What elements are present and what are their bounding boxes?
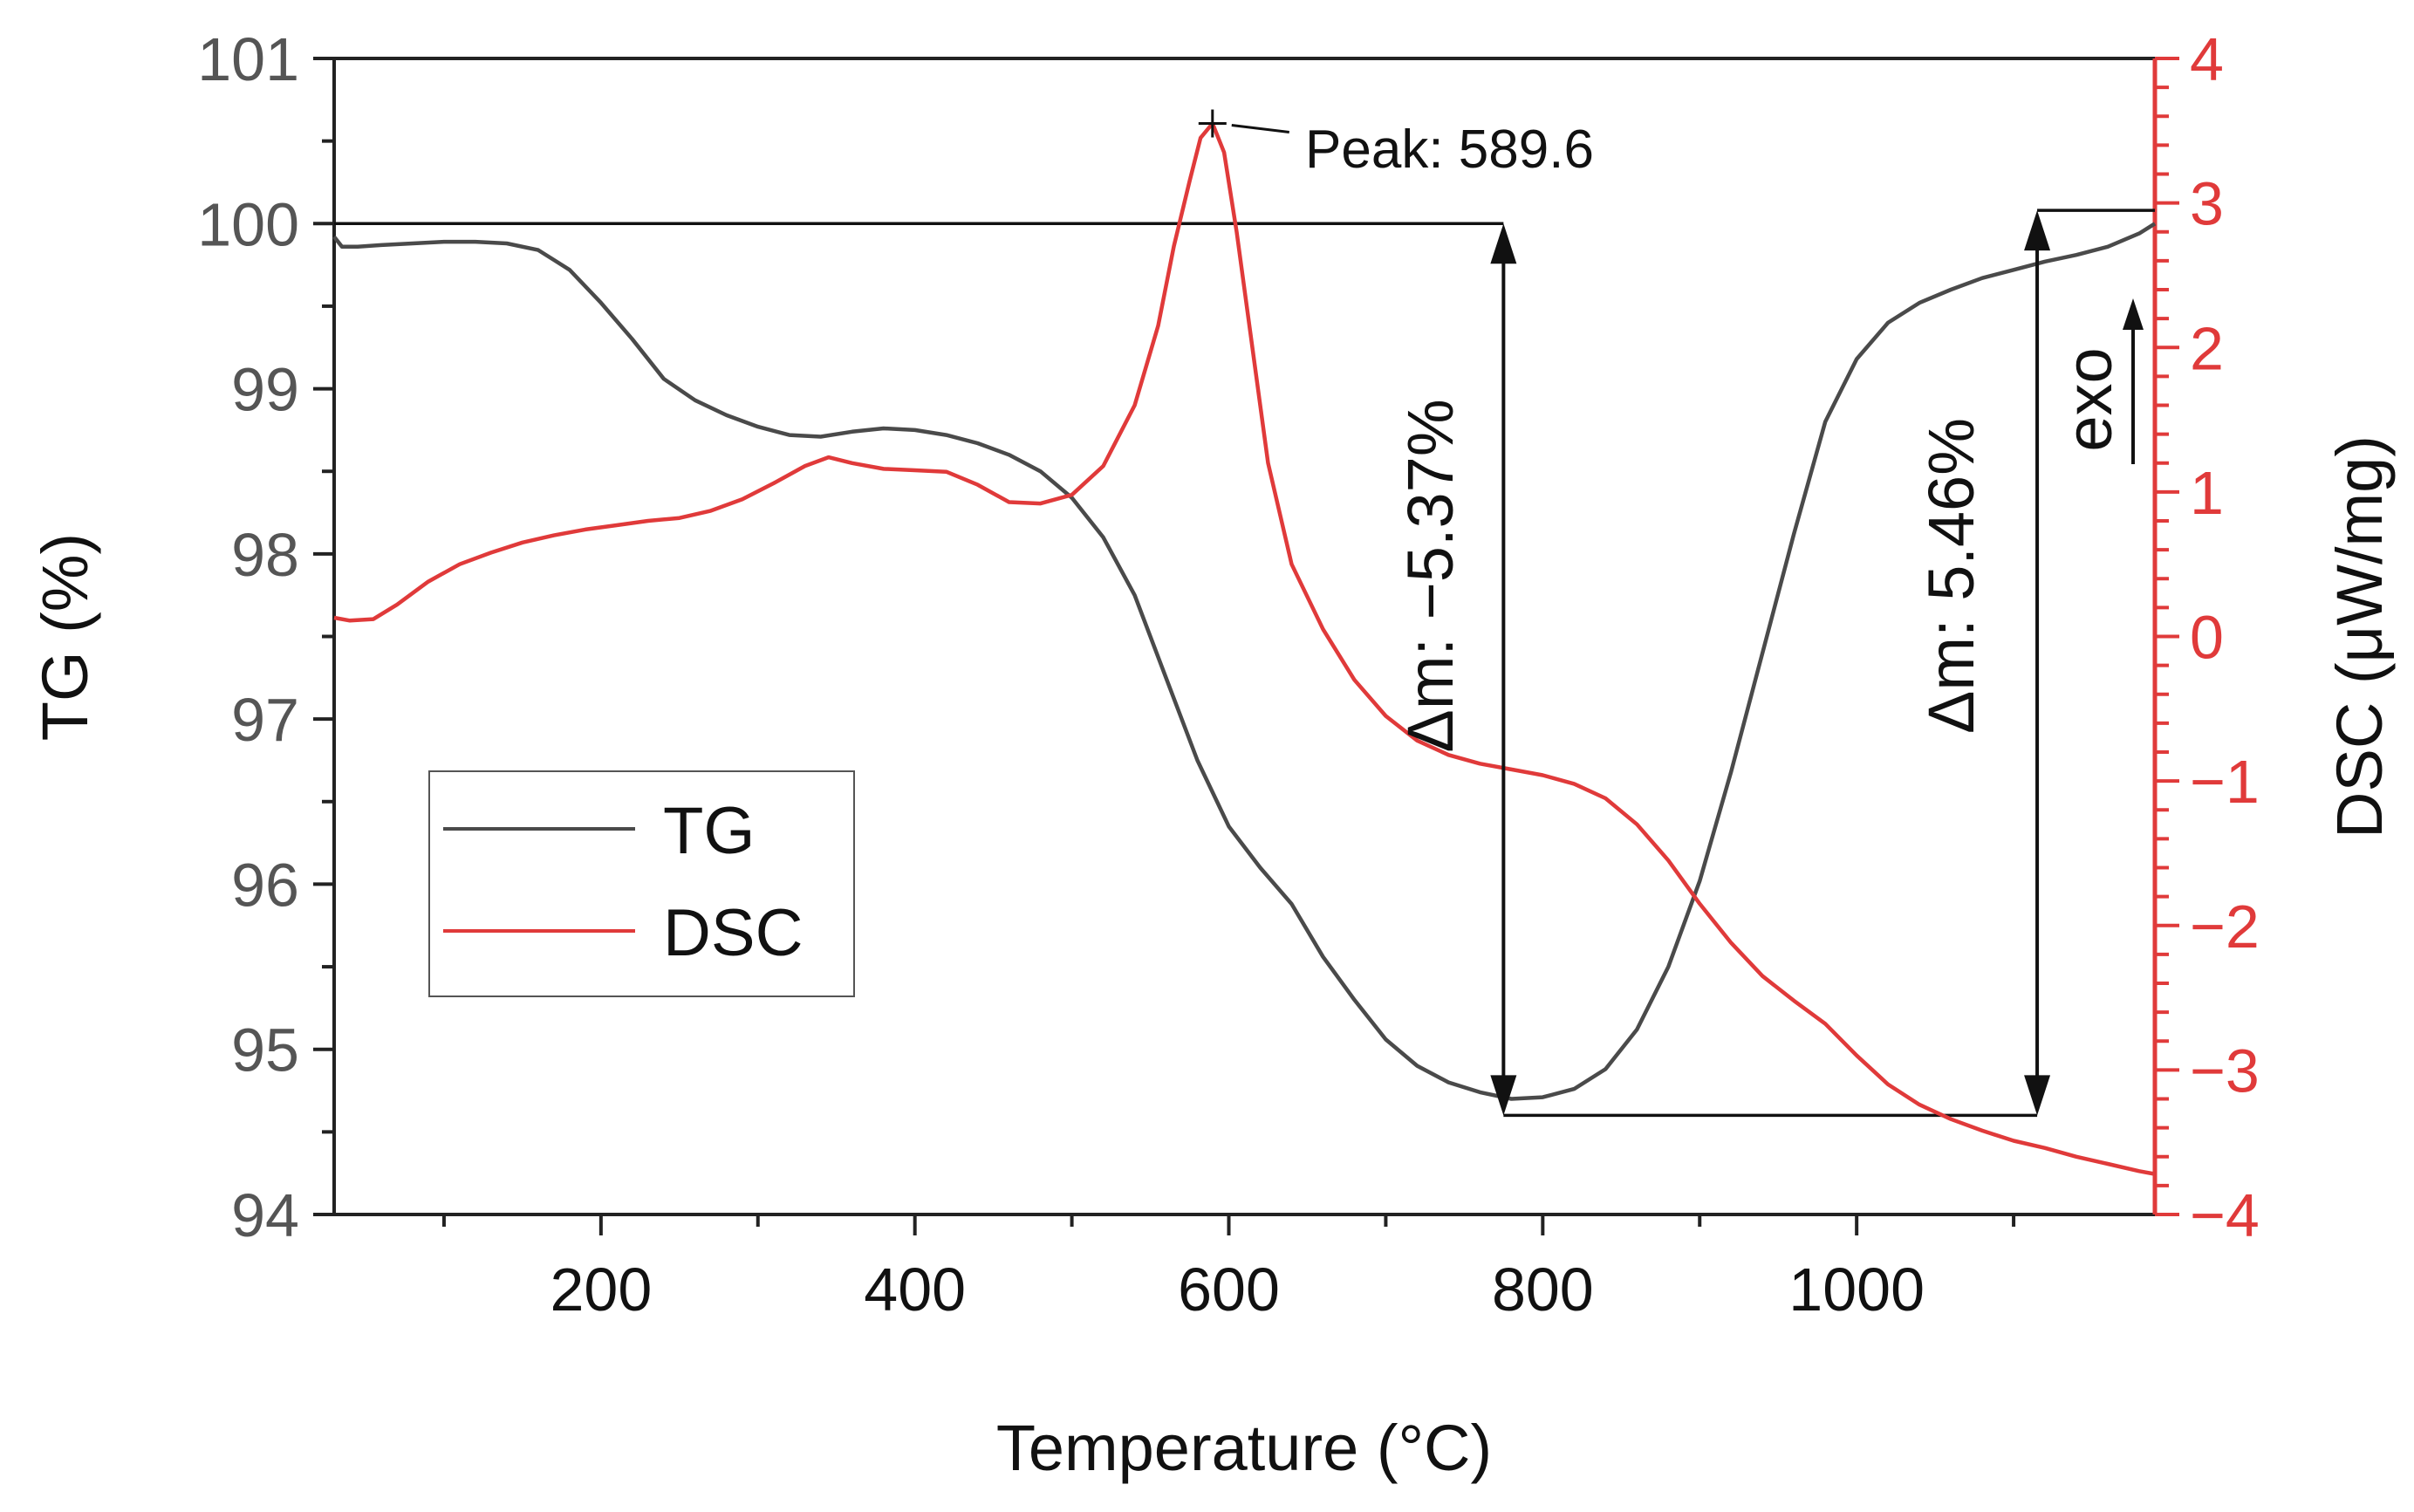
x-axis-title: Temperature (°C) (996, 1412, 1492, 1484)
right-tick-label: −3 (2190, 1037, 2260, 1105)
left-axis-title: TG (%) (29, 533, 101, 741)
left-tick-label: 97 (231, 686, 299, 754)
right-tick-label: −4 (2190, 1181, 2260, 1249)
mass-gain-arrow-head-top (2024, 210, 2051, 251)
mass-gain-arrow (2024, 210, 2051, 1116)
x-tick-label: 400 (864, 1255, 966, 1324)
left-tick-label: 94 (231, 1181, 299, 1249)
x-axis-ticks: 200 400 600 800 1000 (441, 1214, 2016, 1324)
peak-leader-line (1231, 124, 1289, 134)
left-tick-label: 99 (231, 356, 299, 424)
left-tick-label: 95 (231, 1016, 299, 1084)
series-dsc-line (333, 121, 2156, 1176)
x-tick-label: 200 (550, 1255, 652, 1324)
series-tg-line (332, 222, 2157, 1101)
right-tick-label: 0 (2190, 604, 2224, 672)
legend-dsc-label: DSC (663, 896, 803, 970)
mass-loss-arrow-head-top (1490, 223, 1517, 264)
left-tick-label: 101 (197, 25, 299, 93)
right-axis-ticks: −4 −3 −2 −1 0 1 2 3 4 (2152, 25, 2260, 1249)
mass-loss-arrow-head-bottom (1490, 1075, 1517, 1116)
annotation-lines (334, 209, 2155, 1118)
right-tick-label: 2 (2190, 314, 2224, 382)
right-tick-label: −2 (2190, 893, 2260, 961)
left-tick-label: 96 (231, 851, 299, 919)
legend-box (428, 770, 855, 997)
x-tick-label: 1000 (1788, 1255, 1925, 1324)
peak-label: Peak: 589.6 (1305, 120, 1594, 180)
right-tick-label: 3 (2190, 170, 2224, 238)
series-group (332, 121, 2157, 1176)
right-tick-label: 1 (2190, 459, 2224, 527)
left-axis-ticks: 94 95 96 97 98 99 100 101 (197, 25, 334, 1249)
plot-frame (332, 57, 2157, 1216)
x-tick-label: 600 (1178, 1255, 1280, 1324)
legend-tg-label: TG (663, 794, 756, 868)
left-tick-label: 100 (197, 190, 299, 258)
left-tick-label: 98 (231, 521, 299, 589)
exo-label: exo (2053, 347, 2125, 451)
mass-loss-arrow (1490, 223, 1517, 1116)
right-tick-label: 4 (2190, 25, 2224, 93)
mass-gain-label: Δm: 5.46% (1915, 418, 1987, 734)
mass-gain-arrow-head-bottom (2024, 1075, 2051, 1116)
right-axis-title: DSC (μW/mg) (2323, 435, 2396, 838)
annotation-overlay (1198, 109, 2144, 1116)
x-tick-label: 800 (1492, 1255, 1594, 1324)
mass-loss-label: Δm: −5.37% (1394, 399, 1467, 752)
right-tick-label: −1 (2190, 748, 2260, 816)
exo-arrow-head (2123, 298, 2144, 330)
